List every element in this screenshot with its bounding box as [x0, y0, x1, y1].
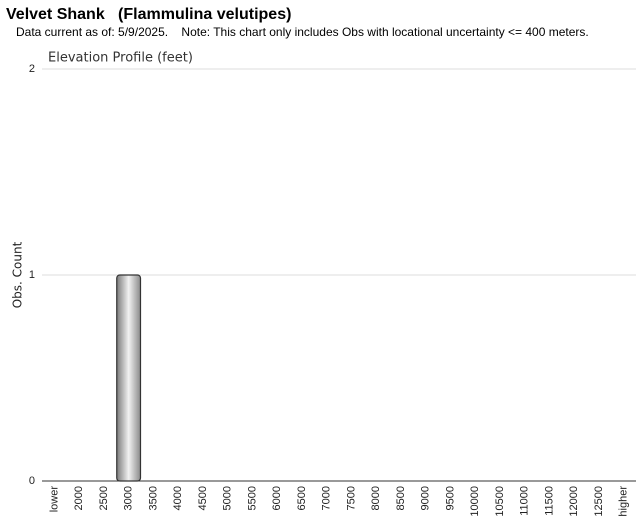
x-tick-label: 7500	[345, 486, 357, 510]
x-tick-label: 11500	[543, 486, 555, 516]
x-tick-label: 7000	[321, 486, 333, 510]
x-tick-label: 10500	[494, 486, 506, 517]
x-tick-label: 12000	[568, 486, 580, 517]
x-tick-label: 9500	[444, 486, 456, 510]
x-tick-label: lower	[48, 486, 60, 513]
y-tick-label: 1	[29, 269, 35, 281]
y-axis-label: Obs. Count	[11, 241, 25, 308]
y-tick-label: 0	[29, 475, 35, 487]
x-tick-label: 8500	[395, 486, 407, 510]
y-tick-label: 2	[29, 63, 35, 75]
x-tick-label: 8000	[370, 486, 382, 510]
page-title: Velvet Shank (Flammulina velutipes)	[6, 6, 291, 23]
chart-title: Elevation Profile (feet)	[48, 51, 193, 66]
x-tick-label: 3000	[123, 486, 135, 510]
x-tick-label: 6500	[296, 486, 308, 510]
x-tick-label: 2500	[98, 486, 110, 510]
x-tick-label: 5000	[222, 486, 234, 510]
x-tick-label: 2000	[73, 486, 85, 510]
x-tick-label: 9000	[420, 486, 432, 510]
x-tick-label: 3500	[147, 486, 159, 510]
bar	[116, 274, 142, 482]
x-tick-label: 11000	[519, 486, 531, 516]
x-tick-label: 4000	[172, 486, 184, 510]
x-tick-label: 6000	[271, 486, 283, 510]
x-tick-label: higher	[618, 486, 630, 517]
x-tick-label: 5500	[246, 486, 258, 510]
x-tick-label: 12500	[593, 486, 605, 517]
subtitle: Data current as of: 5/9/2025. Note: This…	[16, 25, 589, 39]
x-tick-label: 10000	[469, 486, 481, 517]
x-tick-label: 4500	[197, 486, 209, 510]
